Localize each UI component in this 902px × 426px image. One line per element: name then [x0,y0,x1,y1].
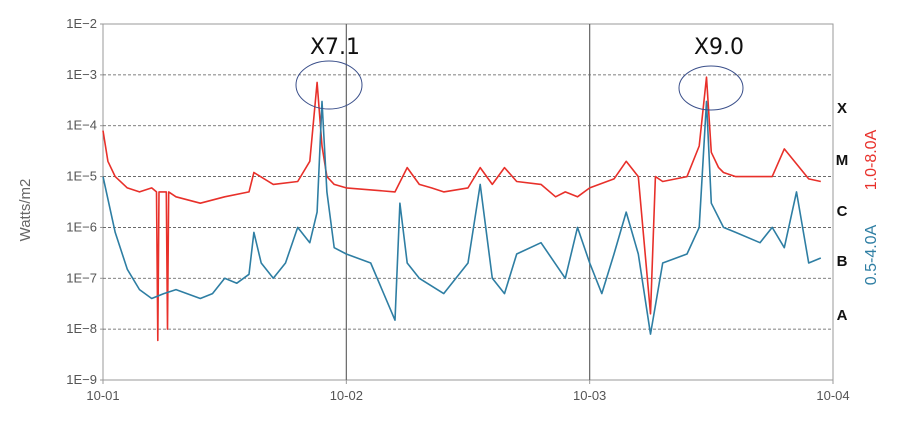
x-tick-label: 10-03 [573,388,606,403]
annotation-x71: X7.1 [310,35,360,60]
series-layer [102,76,822,342]
annotation-circle-x71 [295,60,363,110]
y-tick-label: 1E−6 [66,219,97,234]
annotation-x90: X9.0 [694,35,744,60]
x-tick-label: 10-04 [816,388,849,403]
axis-layer: 1E−9 1E−8 1E−7 1E−6 1E−5 1E−4 1E−3 1E−2 10-01 10-… [66,16,849,403]
series-line-short [102,100,822,335]
x-tick-label: 10-02 [330,388,363,403]
series-line-long [102,76,821,342]
y-tick-label: 1E−9 [66,372,97,387]
flare-class-c: C [837,203,848,220]
annotation-circle-x90 [678,65,744,111]
x-tick-label: 10-01 [86,388,119,403]
y-axis-label: Watts/m2 [17,179,34,242]
flare-class-x: X [837,100,847,117]
y-tick-label: 1E−7 [66,270,97,285]
flare-class-m: M [836,152,849,169]
y-tick-label: 1E−2 [66,16,97,31]
y-tick-label: 1E−4 [66,118,97,133]
y-tick-label: 1E−3 [66,67,97,82]
right-axis-label-short: 0.5-4.0A [863,224,880,285]
y-tick-label: 1E−8 [66,321,97,336]
plot-area [102,23,834,381]
right-axis-label-long: 1.0-8.0A [863,129,880,190]
flare-class-b: B [837,253,848,270]
y-tick-label: 1E−5 [66,169,97,184]
flare-class-a: A [837,307,848,324]
